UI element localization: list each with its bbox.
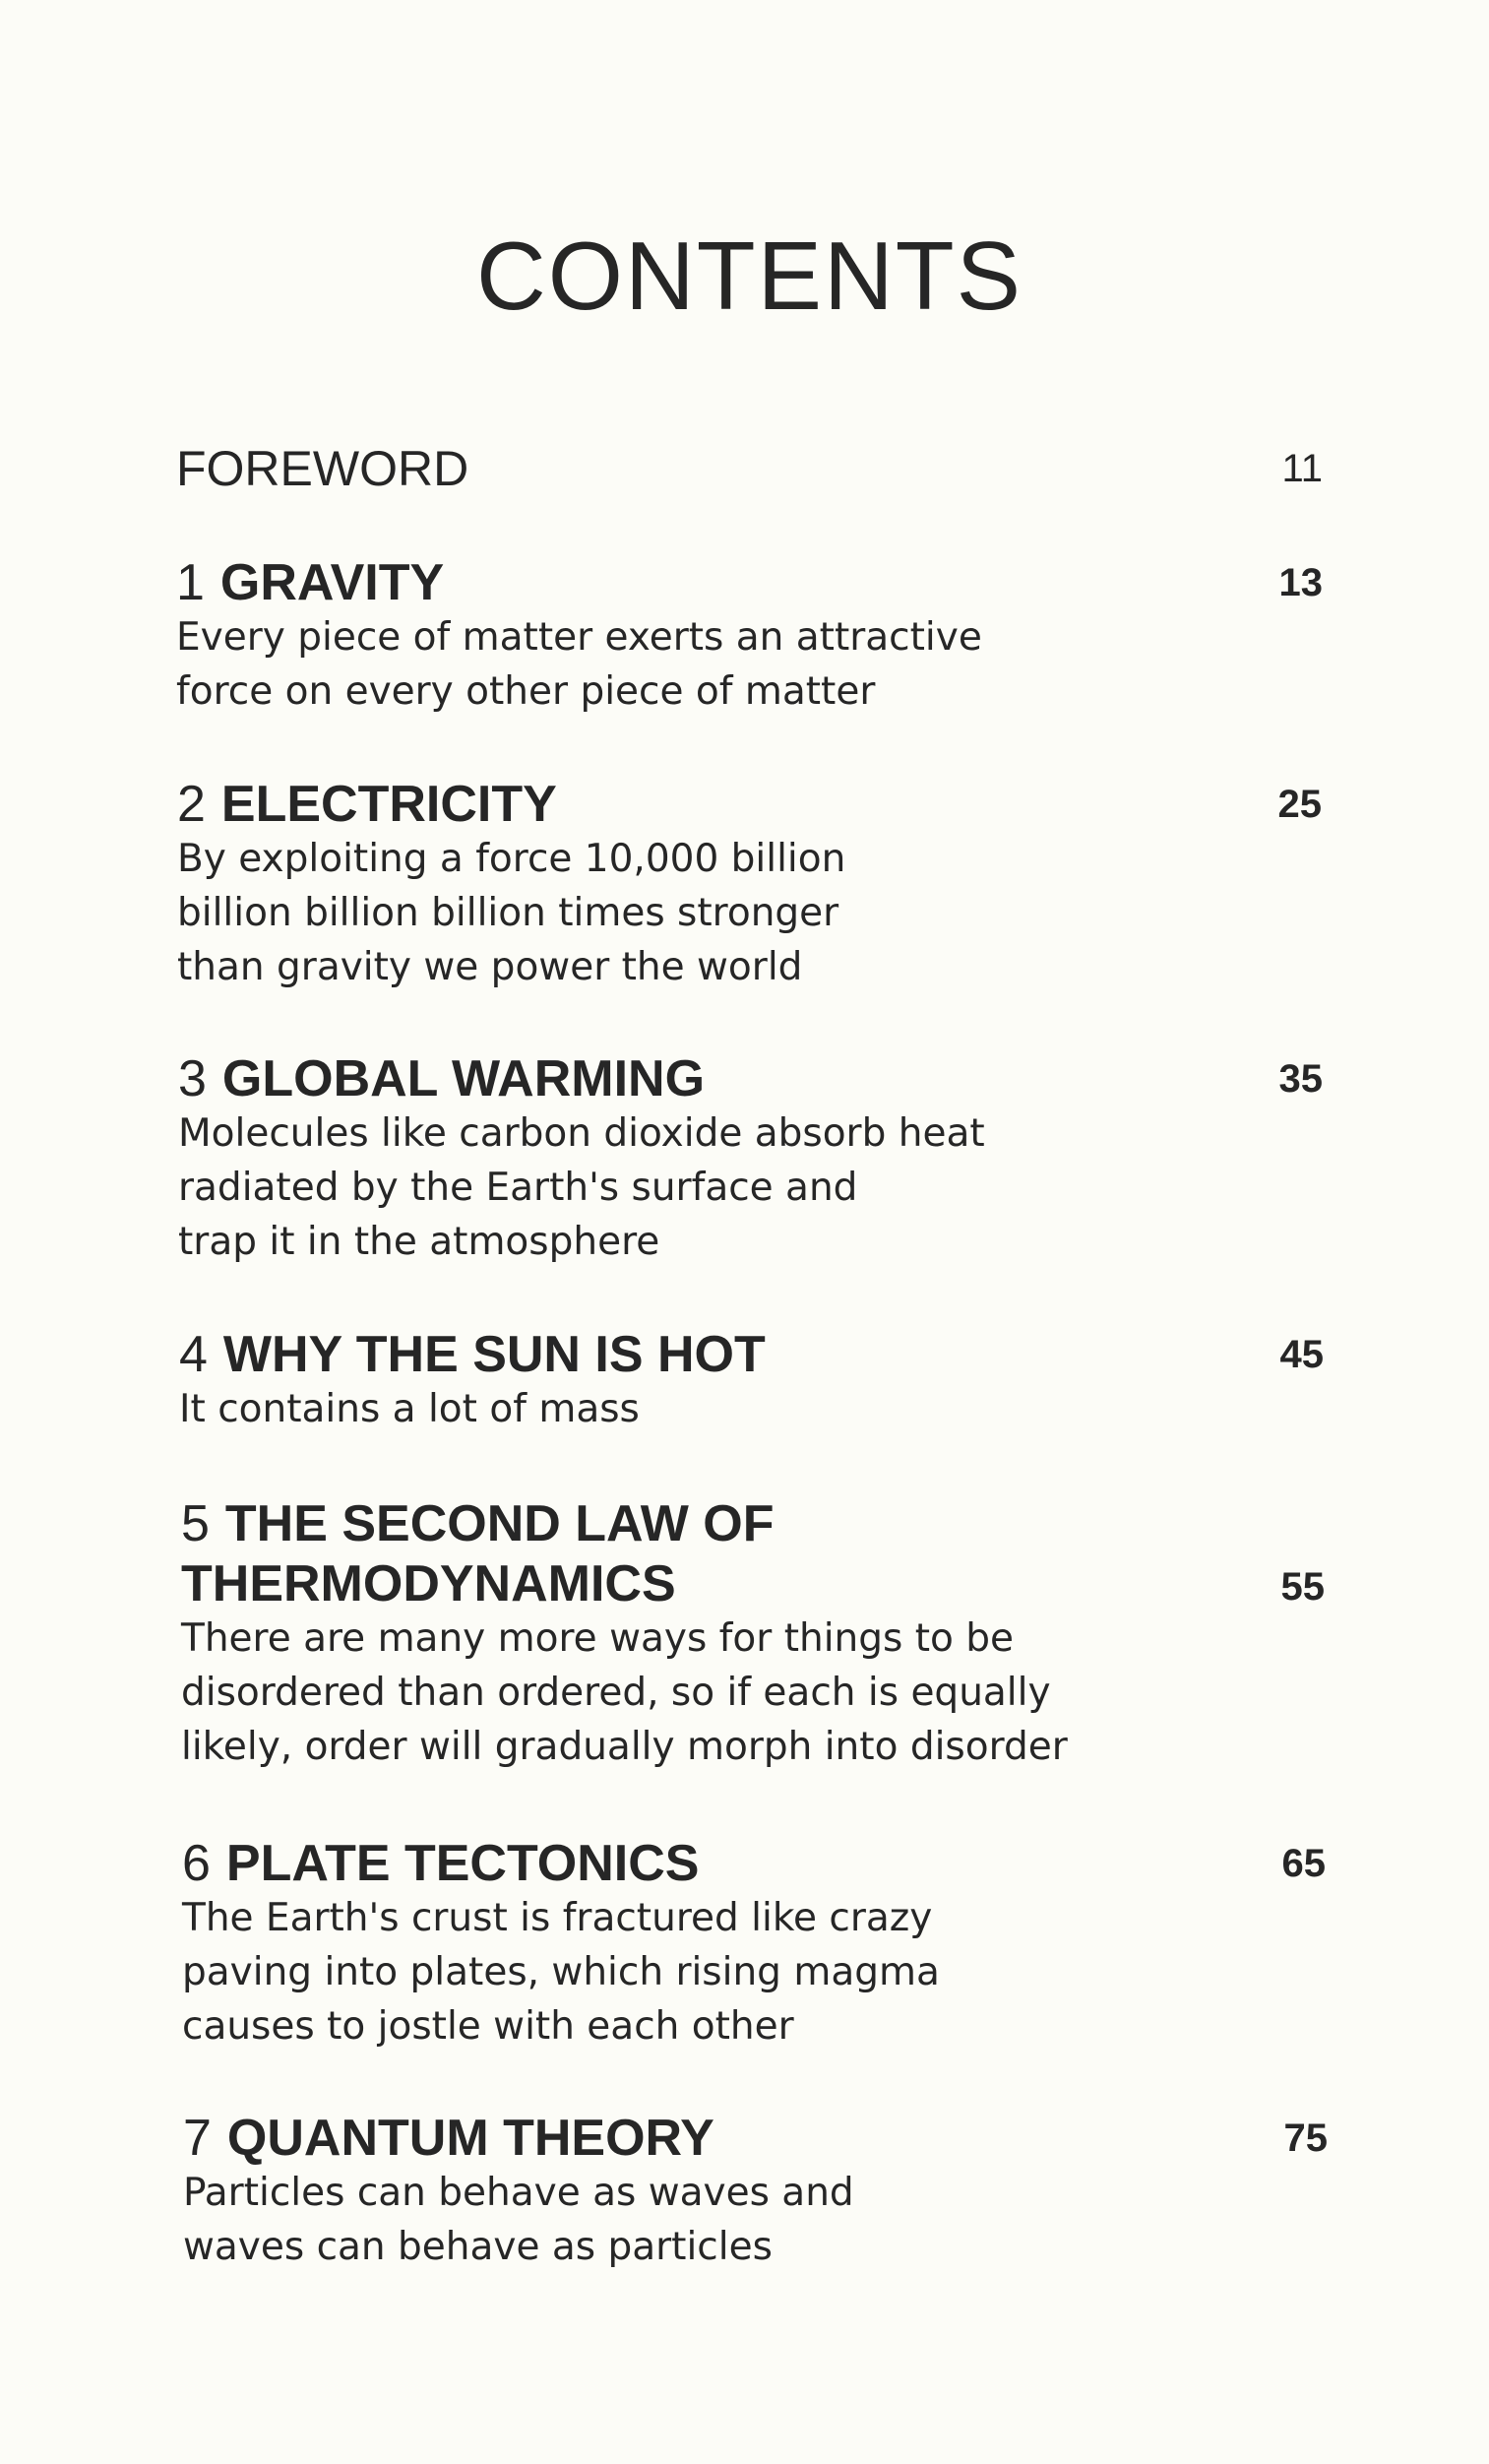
chapter-title: PLATE TECTONICS — [225, 1835, 700, 1892]
description-line: billion billion billion times stronger — [177, 891, 839, 935]
chapter-number: 5 — [181, 1495, 210, 1552]
page-number: 55 — [1280, 1565, 1326, 1609]
description-line: likely, order will gradually morph into … — [181, 1725, 1068, 1769]
description-line: Molecules like carbon dioxide absorb hea… — [178, 1111, 985, 1156]
description-line: It contains a lot of mass — [179, 1387, 640, 1431]
toc-entry-second-law-of-thermodynamics: 5 THE SECOND LAW OF THERMODYNAMICS There a… — [181, 1494, 1264, 1774]
page-title: CONTENTS — [476, 221, 1023, 330]
toc-entry-electricity: 2 ELECTRICITY By exploiting a force 10,00… — [177, 775, 1260, 994]
page-number: 13 — [1278, 561, 1324, 604]
description-line: By exploiting a force 10,000 billion — [177, 837, 846, 881]
page-number: 25 — [1277, 783, 1323, 826]
chapter-heading: 6 PLATE TECTONICS — [182, 1834, 1265, 1894]
chapter-number: 7 — [183, 2110, 212, 2167]
toc-entry-plate-tectonics: 6 PLATE TECTONICS The Earth's crust is fr… — [182, 1834, 1265, 2053]
toc-entry-why-the-sun-is-hot: 4 WHY THE SUN IS HOT It contains a lot of… — [179, 1325, 1262, 1436]
toc-entry-gravity: 1 GRAVITY Every piece of matter exerts an… — [176, 553, 1259, 719]
description-line: causes to jostle with each other — [182, 2004, 794, 2049]
chapter-heading: 2 ELECTRICITY — [177, 775, 1260, 835]
chapter-description: By exploiting a force 10,000 billion bil… — [177, 832, 1260, 994]
description-line: than gravity we power the world — [177, 945, 803, 989]
description-line: Every piece of matter exerts an attracti… — [176, 615, 982, 660]
chapter-description: There are many more ways for things to b… — [181, 1611, 1264, 1774]
chapter-number: 2 — [177, 776, 206, 833]
description-line: radiated by the Earth's surface and — [178, 1166, 858, 1210]
chapter-description: Molecules like carbon dioxide absorb hea… — [178, 1106, 1261, 1269]
page-number: 45 — [1279, 1333, 1325, 1376]
toc-foreword: FOREWORD — [176, 441, 469, 496]
page-number: 11 — [1281, 447, 1323, 490]
description-line: force on every other piece of matter — [176, 669, 876, 714]
page-number: 35 — [1278, 1057, 1324, 1101]
chapter-title: GRAVITY — [219, 554, 445, 611]
chapter-title: GLOBAL WARMING — [221, 1050, 706, 1107]
chapter-title: THERMODYNAMICS — [181, 1555, 676, 1612]
chapter-description: Particles can behave as waves and waves … — [183, 2166, 1266, 2274]
description-line: Particles can behave as waves and — [183, 2171, 854, 2215]
page-number: 65 — [1281, 1842, 1327, 1885]
chapter-number: 1 — [176, 554, 205, 611]
chapter-title: ELECTRICITY — [220, 776, 557, 833]
toc-entry-global-warming: 3 GLOBAL WARMING Molecules like carbon di… — [178, 1049, 1261, 1269]
description-line: trap it in the atmosphere — [178, 1220, 660, 1264]
chapter-description: Every piece of matter exerts an attracti… — [176, 610, 1259, 719]
description-line: The Earth's crust is fractured like craz… — [182, 1896, 933, 1940]
chapter-title: THE SECOND LAW OF — [224, 1495, 775, 1552]
chapter-description: The Earth's crust is fractured like craz… — [182, 1891, 1265, 2053]
description-line: There are many more ways for things to b… — [181, 1616, 1015, 1661]
chapter-heading: 4 WHY THE SUN IS HOT — [179, 1325, 1262, 1385]
description-line: waves can behave as particles — [183, 2225, 773, 2269]
chapter-title: QUANTUM THEORY — [226, 2110, 714, 2167]
chapter-heading: 3 GLOBAL WARMING — [178, 1049, 1261, 1109]
page-number: 75 — [1283, 2117, 1329, 2160]
description-line: paving into plates, which rising magma — [182, 1950, 940, 1994]
chapter-heading: 7 QUANTUM THEORY — [183, 2109, 1266, 2169]
chapter-description: It contains a lot of mass — [179, 1382, 1262, 1436]
chapter-title: WHY THE SUN IS HOT — [222, 1326, 766, 1383]
chapter-number: 6 — [182, 1835, 211, 1892]
chapter-heading: 5 THE SECOND LAW OF THERMODYNAMICS — [181, 1494, 1264, 1614]
chapter-number: 3 — [178, 1050, 207, 1107]
toc-entry-quantum-theory: 7 QUANTUM THEORY Particles can behave as … — [183, 2109, 1266, 2274]
chapter-heading: 1 GRAVITY — [176, 553, 1259, 613]
chapter-number: 4 — [179, 1326, 208, 1383]
description-line: disordered than ordered, so if each is e… — [181, 1671, 1051, 1715]
